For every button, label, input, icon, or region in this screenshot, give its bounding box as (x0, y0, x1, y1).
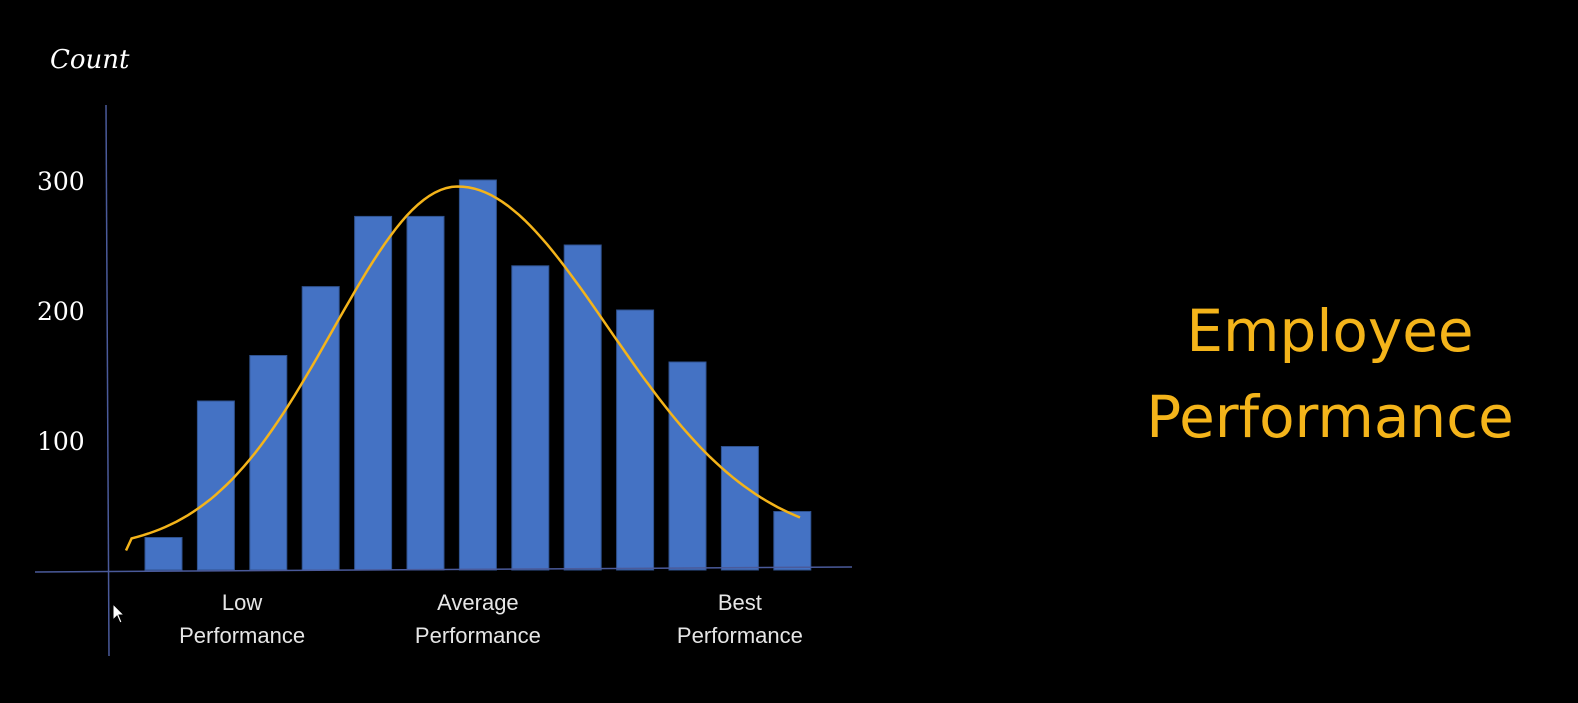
chart-title-line-2: Performance (1146, 383, 1514, 451)
bar-3 (249, 355, 288, 571)
y-tick-label-200: 200 (37, 297, 85, 326)
x-category-label-3-line-1: Best (718, 590, 762, 615)
bar-9 (563, 244, 602, 571)
chart-title-line-1: Employee (1186, 297, 1474, 365)
y-axis (105, 104, 110, 657)
bar-13 (773, 511, 812, 571)
normal-fit-curve (124, 185, 801, 552)
bar-7 (458, 179, 497, 571)
x-category-label-2-line-2: Performance (415, 623, 541, 648)
bar-4 (301, 286, 340, 571)
y-tick-label-300: 300 (37, 167, 85, 196)
x-category-label-3-line-2: Performance (677, 623, 803, 648)
chart-title: Employee Performance (1120, 288, 1540, 460)
bar-1 (144, 537, 183, 571)
y-tick-label-100: 100 (37, 427, 85, 456)
bar-8 (511, 265, 550, 571)
x-axis (34, 566, 853, 573)
x-category-labels: Low Performance Average Performance Best Perf… (179, 590, 803, 648)
bar-2 (196, 400, 235, 571)
bar-10 (616, 309, 655, 571)
y-ticks-group: 100 200 300 (37, 167, 85, 456)
bar-6 (406, 215, 445, 571)
mouse-cursor-icon (112, 603, 126, 624)
x-category-label-1-line-2: Performance (179, 623, 305, 648)
bar-5 (354, 215, 393, 571)
x-category-label-1-line-1: Low (222, 590, 262, 615)
bar-12 (720, 446, 759, 571)
bars-group (144, 179, 812, 571)
bar-11 (668, 361, 707, 571)
y-axis-label: Count (50, 45, 130, 75)
x-category-label-2-line-1: Average (437, 590, 519, 615)
